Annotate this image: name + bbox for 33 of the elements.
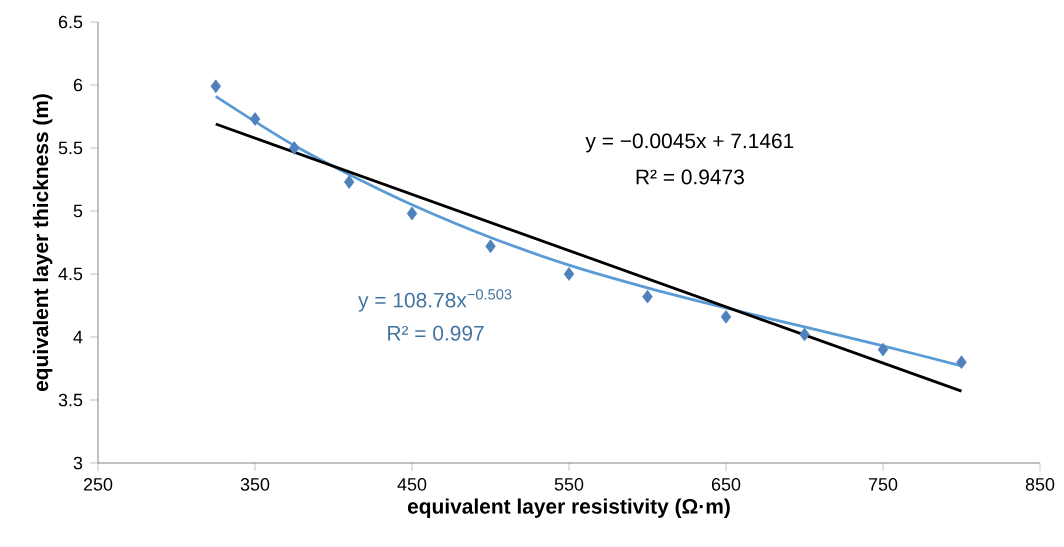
x-tick-label: 350: [240, 478, 270, 491]
x-tick-label: 750: [868, 478, 898, 491]
y-tick-label: 3.5: [58, 393, 83, 407]
x-tick-label: 450: [397, 478, 427, 491]
y-axis-title: equivalent layer thickness (m): [32, 94, 53, 392]
point: [642, 289, 653, 304]
y-tick-label: 5.5: [58, 141, 83, 155]
point: [720, 310, 732, 324]
point: [956, 355, 967, 369]
point: [406, 206, 418, 221]
y-tick-label: 4: [73, 330, 83, 344]
annotation: R² = 0.9473: [636, 169, 744, 185]
y-tick-label: 4.5: [58, 267, 83, 281]
annotation: y = −0.0045x + 7.1461: [585, 133, 794, 153]
point: [344, 175, 355, 189]
y-tick-label: 6.5: [58, 15, 83, 29]
y-tick-label: 6: [73, 78, 83, 92]
annotation: y = 108.78x$^{−0.503}$: [358, 289, 512, 312]
point: [877, 342, 889, 357]
point: [799, 327, 810, 342]
x-axis-title: equivalent layer resistivity (Ω·m): [407, 498, 730, 518]
point: [289, 141, 300, 155]
point: [485, 239, 496, 254]
y-tick-label: 3: [73, 456, 83, 470]
point: [249, 112, 261, 126]
point: [563, 267, 575, 281]
x-tick-label: 650: [711, 478, 741, 491]
annotation: R² = 0.997: [388, 325, 484, 341]
x-tick-label: 850: [1025, 478, 1055, 491]
y-tick-label: 5: [73, 204, 83, 218]
point: [210, 79, 221, 94]
x-tick-label: 550: [554, 478, 584, 491]
x-tick-label: 250: [83, 478, 113, 491]
